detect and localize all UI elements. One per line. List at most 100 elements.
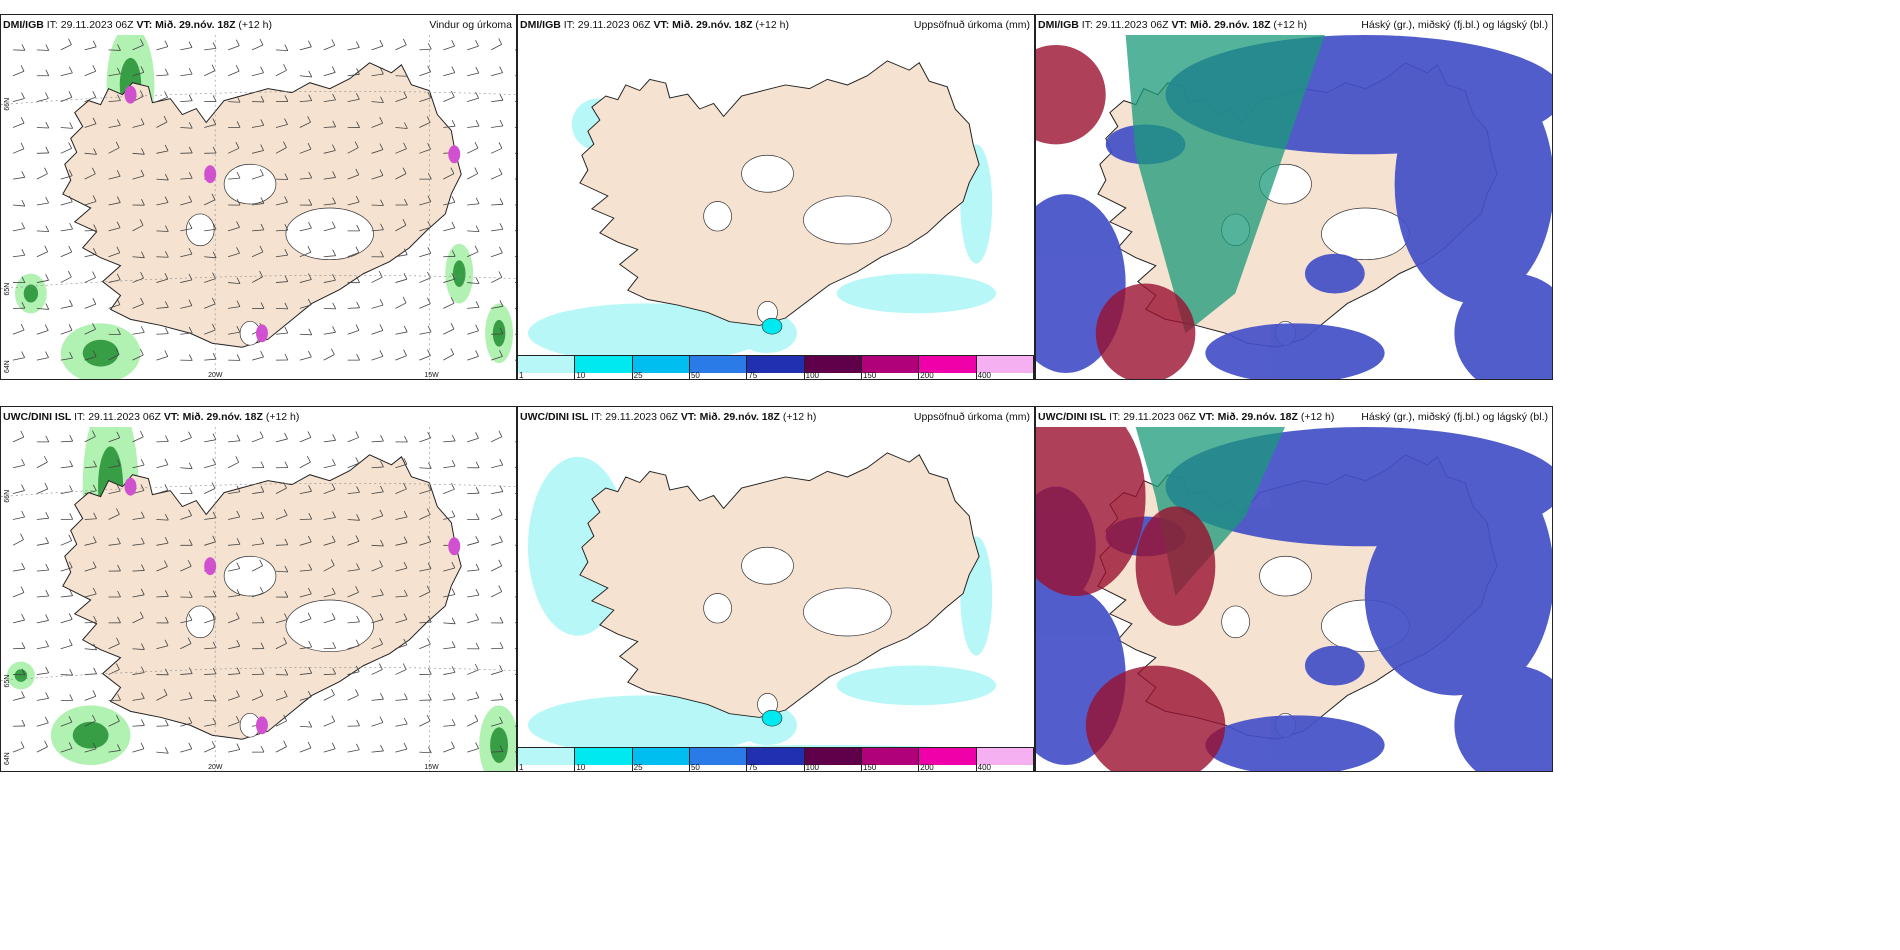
colorbar-bin: 75 [747,355,805,380]
precip-core [23,284,39,303]
precip-area-light [527,303,767,355]
glacier [285,599,374,653]
colorbar-tick-label: 10 [576,763,586,772]
colorbar-bin: 200 [919,355,977,379]
heavy-precip-spot [124,85,137,104]
lon-label-20w: 20W [208,764,223,771]
colorbar-tick-label: 75 [748,763,758,772]
colorbar-tick-label: 100 [805,763,819,772]
colorbar-bin: 100 [804,747,862,772]
precip-area-max [761,317,783,335]
precip-area-light [527,695,767,747]
map-area[interactable] [1036,35,1552,379]
lead-time: (+12 h) [1273,19,1307,31]
glacier [285,207,374,261]
colorbar-bin: 150 [861,747,920,772]
colorbar-bin: 10 [575,747,633,772]
precip-core [14,669,28,682]
high-cloud [1036,427,1226,771]
colorbar-tick-label: 200 [920,763,934,772]
init-time: 29.11.2023 06Z [1095,19,1169,31]
colorbar-tick-label: 10 [576,371,586,380]
model-source: UWC/DINI ISL [520,411,589,423]
glacier [703,593,732,624]
map-area[interactable] [518,35,1034,355]
colorbar-tick-label: 50 [690,763,700,772]
colorbar-tick-label: 1 [519,763,524,772]
glacier [703,201,732,232]
lat-label-65n: 65N [4,675,11,688]
map-panel-cloud-uwc: UWC/DINI ISL IT: 29.11.2023 06Z VT: Mið.… [1035,406,1553,772]
lat-label-66n: 66N [4,98,11,111]
map-area[interactable] [1036,427,1552,771]
valid-time: Mið. 29.nóv. 18Z [182,411,263,423]
lead-time: (+12 h) [782,411,817,423]
lead-time: (+12 h) [265,411,300,423]
colorbar-bin: 75 [747,747,805,772]
map-area[interactable] [518,427,1034,747]
wind-barbs [12,430,516,754]
model-source: UWC/DINI ISL [1038,411,1107,423]
glacier [223,555,277,597]
colorbar-tick-label: 150 [862,371,877,380]
map-area[interactable]: 66N 65N 64N 20W 15W [1,35,516,379]
colorbar-bin: 400 [976,747,1034,771]
precip-area-max [761,709,783,727]
colorbar-tick-label: 150 [862,763,877,772]
lon-label-15w: 15W [424,764,439,771]
colorbar-bin: 150 [861,355,920,380]
glacier [741,546,794,585]
valid-time: Mið. 29.nóv. 18Z [155,19,236,31]
map-panel-precip-uwc: UWC/DINI ISL IT: 29.11.2023 06Z VT: Mið.… [517,406,1035,772]
lat-lon-grid [1,35,516,379]
precip-core [492,319,506,347]
panel-header: UWC/DINI ISL IT: 29.11.2023 06Z VT: Mið.… [518,407,1034,427]
lon-label-20w: 20W [208,372,223,379]
panel-header: DMI/IGB IT: 29.11.2023 06Z VT: Mið. 29.n… [1036,15,1552,35]
precip-area-light [836,273,997,314]
mid-cloud [1125,35,1325,334]
glacier [1221,605,1250,639]
map-panel-precip-dmi: DMI/IGB IT: 29.11.2023 06Z VT: Mið. 29.n… [517,14,1035,380]
heavy-precip-spot [448,145,461,164]
glacier [803,195,892,245]
map-area[interactable]: 66N 65N 64N 20W 15W [1,427,516,771]
init-time: 29.11.2023 06Z [605,411,678,423]
init-time: 29.11.2023 06Z [577,19,651,31]
colorbar-bin: 10 [575,355,633,380]
glacier [185,605,215,639]
panel-title: Uppsöfnuð úrkoma (mm) [913,19,1030,31]
colorbar-tick-label: 75 [748,371,758,380]
colorbar-bin: 400 [976,355,1034,379]
panel-title: Háský (gr.), miðský (fj.bl.) og lágský (… [1361,411,1548,423]
valid-time: Mið. 29.nóv. 18Z [1217,411,1298,423]
precip-core [490,727,509,764]
init-time: 29.11.2023 06Z [88,411,161,423]
colorbar-bin: 200 [919,747,977,772]
model-source: UWC/DINI ISL [3,411,72,423]
lead-time: (+12 h) [1300,411,1335,423]
init-time: 29.11.2023 06Z [1123,411,1196,423]
heavy-precip-spot [204,557,217,576]
map-panel-wind-uwc: UWC/DINI ISL IT: 29.11.2023 06Z VT: Mið.… [0,406,517,772]
panel-title: Háský (gr.), miðský (fj.bl.) og lágský (… [1361,19,1548,31]
panel-title: Uppsöfnuð úrkoma (mm) [913,411,1030,423]
colorbar-tick-label: 50 [690,371,700,380]
panel-header: UWC/DINI ISL IT: 29.11.2023 06Z VT: Mið.… [1,407,516,427]
precip-area-light [697,745,937,747]
glacier [803,587,892,637]
precip-core [452,260,466,288]
colorbar-tick-label: 100 [805,371,819,380]
colorbar-bin: 1 [518,355,576,379]
heavy-precip-spot [256,324,268,343]
model-source: DMI/IGB [3,19,44,31]
colorbar-tick-label: 25 [633,371,643,380]
valid-time: Mið. 29.nóv. 18Z [672,19,753,31]
wind-barbs [12,38,516,361]
precip-core [82,339,119,367]
iceland-land [579,452,980,718]
lead-time: (+12 h) [238,19,272,31]
iceland-land [62,62,462,348]
valid-time: Mið. 29.nóv. 18Z [1190,19,1271,31]
precip-core [72,721,109,749]
